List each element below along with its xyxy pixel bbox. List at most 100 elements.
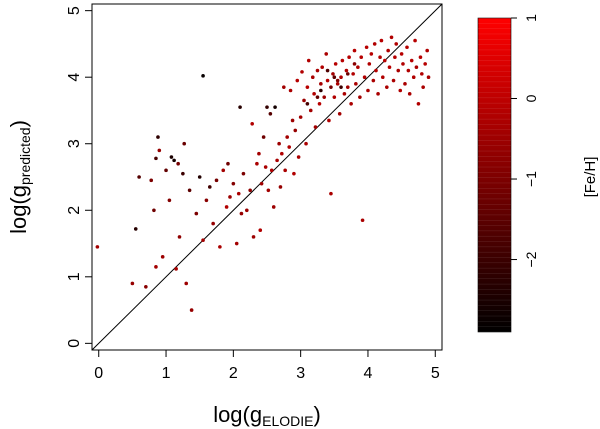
data-point [305, 102, 310, 106]
x-axis-label: log(gELODIE) [213, 402, 321, 429]
data-point [304, 141, 308, 146]
data-point [366, 88, 370, 93]
data-point [313, 125, 318, 129]
data-point [268, 111, 273, 116]
data-point [407, 92, 412, 96]
data-point [250, 121, 254, 126]
x-tick-label: 3 [296, 365, 305, 382]
data-point [263, 165, 268, 169]
y-tick-label: 0 [66, 339, 83, 348]
data-point [95, 245, 100, 249]
y-tick-label: 4 [66, 73, 83, 82]
y-axis-label-suffix: ) [6, 120, 31, 127]
data-point [356, 65, 360, 70]
data-point [160, 255, 165, 259]
x-axis-label-prefix: log(g [213, 402, 262, 427]
data-point [251, 235, 256, 239]
data-point [339, 85, 343, 89]
data-point [156, 135, 160, 139]
data-point [382, 58, 387, 63]
data-point [420, 72, 424, 76]
data-point [327, 118, 331, 123]
data-point [149, 178, 154, 183]
data-point [399, 52, 404, 56]
data-point [329, 191, 333, 196]
data-point [322, 95, 327, 99]
data-point [189, 308, 194, 312]
data-point [282, 85, 286, 89]
x-tick-label: 1 [162, 365, 171, 382]
x-axis-label-suffix: ) [313, 402, 320, 427]
y-tick-label: 3 [66, 139, 83, 148]
x-tick-label: 0 [94, 365, 103, 382]
data-point [398, 88, 403, 93]
data-point [177, 235, 182, 239]
data-point [416, 102, 421, 106]
data-point [340, 58, 345, 63]
data-point [271, 205, 276, 209]
data-point [259, 181, 264, 186]
data-point [403, 82, 407, 86]
x-tick-label: 2 [229, 365, 238, 382]
data-point [371, 78, 376, 83]
data-point [280, 151, 284, 156]
data-point [295, 78, 300, 83]
data-point [296, 155, 301, 159]
data-point [133, 227, 138, 231]
data-point [144, 284, 148, 289]
data-point [372, 42, 377, 46]
data-point [292, 171, 296, 176]
x-tick-label: 5 [431, 365, 440, 382]
data-point [332, 75, 337, 79]
data-point [306, 58, 311, 63]
data-point [234, 241, 239, 246]
data-point [261, 135, 266, 139]
data-point [379, 38, 384, 43]
data-point [411, 75, 416, 79]
data-point [287, 145, 292, 149]
data-point [345, 72, 350, 76]
data-point [325, 78, 330, 83]
colorbar-ticks: 1 0 −1 −2 [511, 14, 539, 268]
data-point [344, 68, 349, 73]
data-point [319, 82, 323, 86]
data-point [315, 68, 320, 73]
data-point [245, 208, 249, 213]
data-point [414, 65, 419, 70]
data-point [221, 168, 226, 173]
data-point [255, 161, 259, 166]
data-point [169, 155, 174, 159]
data-point [354, 82, 358, 86]
y-tick-label: 1 [66, 272, 83, 281]
data-point [342, 92, 347, 96]
data-points [95, 35, 431, 312]
data-point [320, 65, 324, 70]
y-axis: 0 1 2 3 4 5 [66, 6, 92, 348]
x-axis-label-subscript: ELODIE [262, 413, 313, 429]
data-point [393, 55, 397, 60]
data-point [137, 175, 141, 179]
data-point [273, 105, 277, 109]
data-point [300, 70, 304, 74]
data-point [385, 85, 389, 89]
data-point [358, 95, 362, 99]
data-point [315, 95, 320, 99]
plot-frame [91, 3, 443, 351]
data-point [157, 148, 162, 153]
data-point [308, 108, 313, 113]
data-point [405, 45, 409, 50]
x-axis: 0 1 2 3 4 5 [94, 350, 440, 382]
colorbar-stripes [478, 17, 511, 333]
data-point [258, 228, 263, 233]
data-point [288, 88, 293, 93]
data-point [421, 85, 425, 89]
data-point [257, 151, 261, 156]
data-point [207, 185, 212, 189]
data-point [164, 168, 168, 173]
data-point [335, 82, 340, 86]
data-point [238, 105, 242, 109]
data-point [359, 55, 364, 60]
data-point [349, 102, 353, 106]
